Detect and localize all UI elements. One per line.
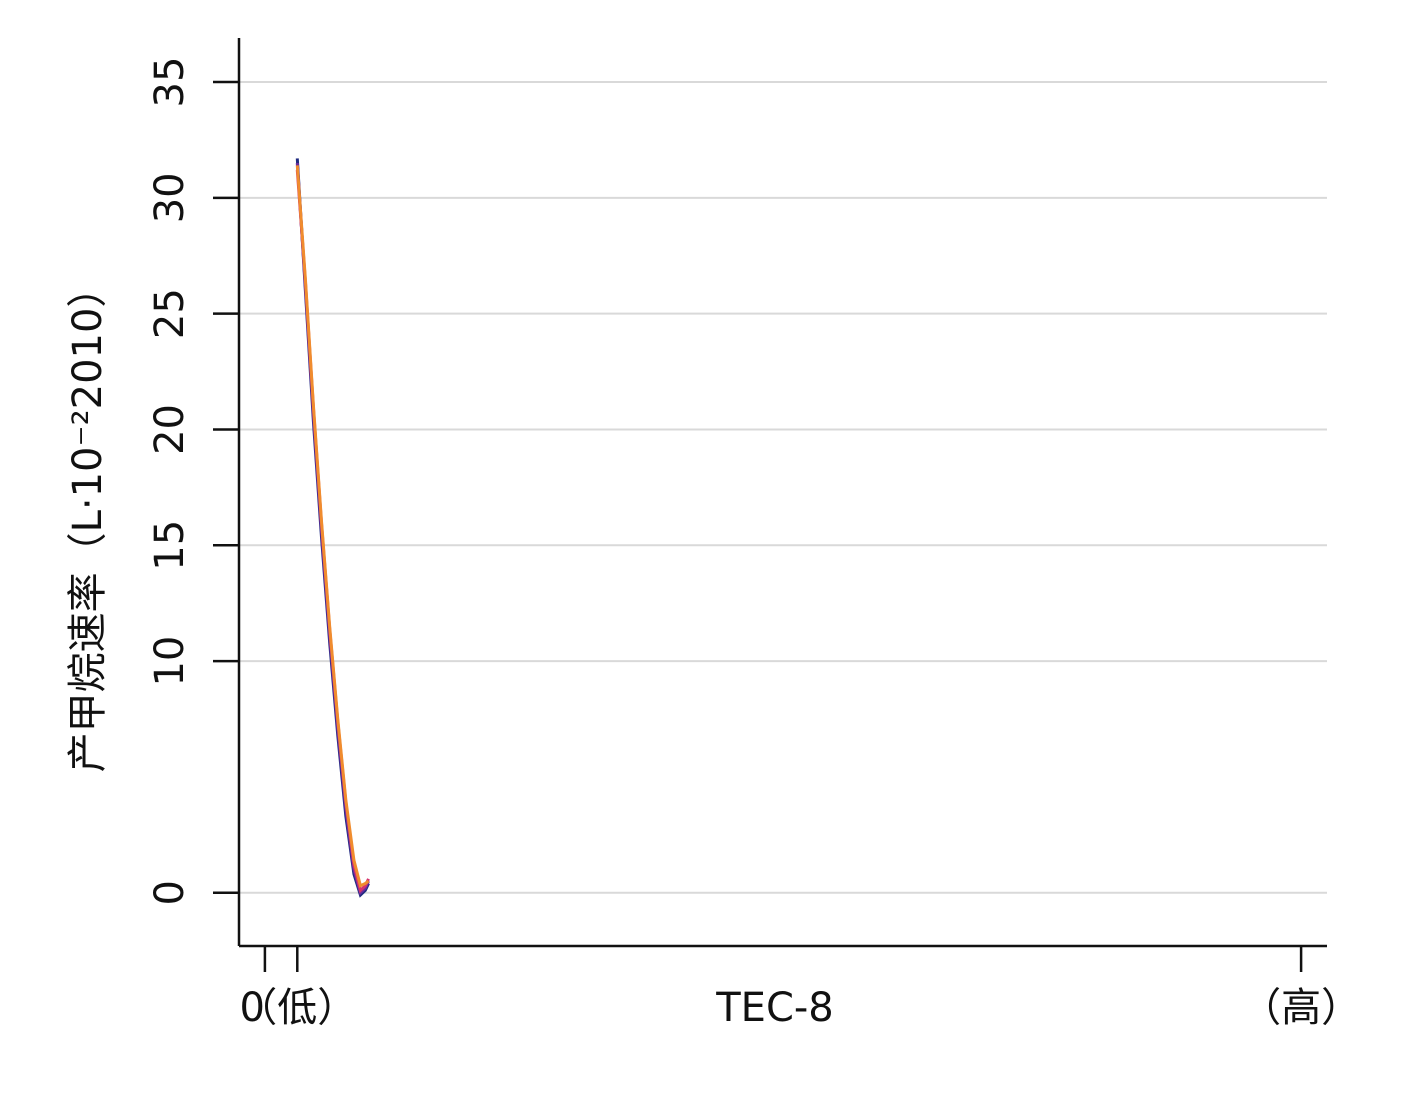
y-tick-label: 20 xyxy=(147,404,193,455)
line xyxy=(295,158,370,898)
y-tick-label: 15 xyxy=(147,520,193,571)
y-axis-label: 产甲烷速率（L·10⁻²2010） xyxy=(65,268,111,773)
y-tick-label: 25 xyxy=(147,288,193,339)
x-tick-label: （高） xyxy=(1241,985,1361,1031)
y-tick-label: 10 xyxy=(147,636,193,687)
x-tick-label: （低） xyxy=(237,985,357,1031)
y-tick-label: 35 xyxy=(147,57,193,108)
line xyxy=(295,165,370,888)
y-tick-label: 30 xyxy=(147,172,193,223)
line xyxy=(295,162,370,896)
y-tick-label: 0 xyxy=(147,880,193,905)
x-axis-label: TEC-8 xyxy=(715,985,834,1031)
x-tick-label: 0 xyxy=(239,985,264,1031)
line xyxy=(295,169,370,894)
